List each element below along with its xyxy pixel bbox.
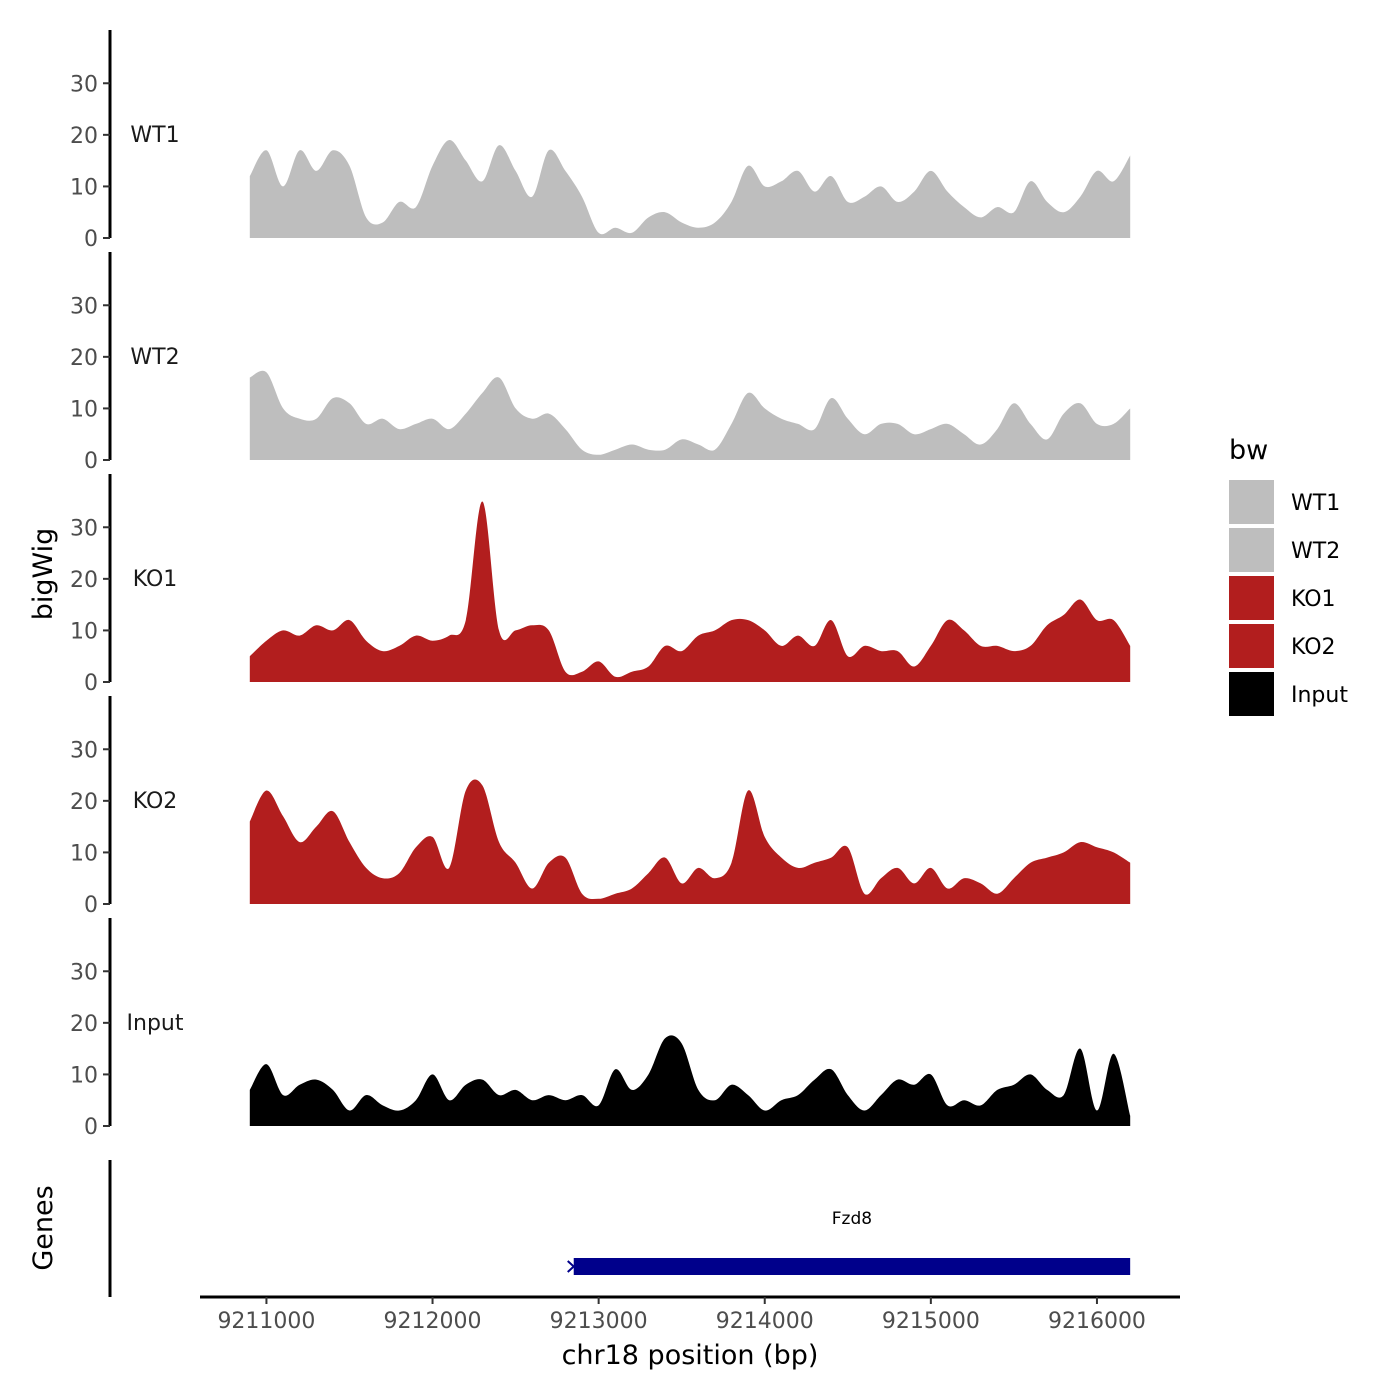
y-tick-label: 30 xyxy=(70,960,98,985)
y-tick-label: 20 xyxy=(70,124,98,149)
legend-swatch-input xyxy=(1229,672,1274,716)
y-tick-label: 30 xyxy=(70,516,98,541)
gene-label: Fzd8 xyxy=(832,1209,872,1229)
coverage-area-wt2 xyxy=(249,370,1131,460)
y-tick-label: 10 xyxy=(70,397,98,422)
y-tick-label: 30 xyxy=(70,738,98,763)
track-panel-wt1: 0 10 20 30 WT1 xyxy=(70,30,1131,252)
x-tick-label: 9211000 xyxy=(217,1309,315,1334)
y-tick-label: 10 xyxy=(70,175,98,200)
gene-body-fzd8 xyxy=(573,1258,1131,1275)
y-tick-label: 10 xyxy=(70,841,98,866)
legend-swatch-wt1 xyxy=(1229,480,1274,524)
y-tick-label: 0 xyxy=(84,893,98,918)
panel-label: KO1 xyxy=(133,567,178,592)
legend-swatch-ko2 xyxy=(1229,624,1274,668)
x-tick-label: 9212000 xyxy=(384,1309,482,1334)
tracks-layer: 0 10 20 30 WT1 0 10 20 30 WT2 0 10 20 30 KO1 0 10 20 30 KO2… xyxy=(70,30,1131,1140)
x-axis-title: chr18 position (bp) xyxy=(562,1340,819,1371)
y-tick-label: 10 xyxy=(70,619,98,644)
y-tick-label: 30 xyxy=(70,294,98,319)
x-tick-label: 9216000 xyxy=(1048,1309,1146,1334)
y-tick-label: 20 xyxy=(70,1012,98,1037)
gene-track: Fzd8 xyxy=(108,1160,1131,1297)
y-axis-title: bigWig xyxy=(28,528,59,621)
y-tick-label: 10 xyxy=(70,1063,98,1088)
gene-strand-arrow xyxy=(567,1260,576,1273)
track-panel-ko1: 0 10 20 30 KO1 xyxy=(70,474,1131,696)
legend-label-wt2: WT2 xyxy=(1291,539,1340,564)
y-tick-label: 0 xyxy=(84,227,98,252)
x-tick-label: 9213000 xyxy=(550,1309,648,1334)
x-axis: 9211000 9212000 9213000 9214000 9215000 92160… xyxy=(200,1295,1180,1334)
panel-label: WT2 xyxy=(130,345,179,370)
gene-track-title: Genes xyxy=(28,1185,59,1270)
coverage-area-input xyxy=(249,1035,1131,1126)
legend-label-input: Input xyxy=(1291,683,1348,708)
legend-label-ko1: KO1 xyxy=(1291,587,1336,612)
y-tick-label: 20 xyxy=(70,568,98,593)
y-tick-label: 0 xyxy=(84,671,98,696)
track-panel-wt2: 0 10 20 30 WT2 xyxy=(70,252,1131,474)
x-tick-label: 9214000 xyxy=(716,1309,814,1334)
track-panel-input: 0 10 20 30 Input xyxy=(70,918,1131,1140)
y-tick-label: 0 xyxy=(84,449,98,474)
legend-swatch-ko1 xyxy=(1229,576,1274,620)
y-tick-label: 30 xyxy=(70,72,98,97)
legend-title: bw xyxy=(1229,435,1268,466)
y-tick-label: 20 xyxy=(70,790,98,815)
legend: bw WT1 WT2 KO1 KO2 Input xyxy=(1229,435,1348,716)
legend-label-ko2: KO2 xyxy=(1291,635,1336,660)
coverage-area-ko1 xyxy=(249,501,1131,682)
x-tick-label: 9215000 xyxy=(882,1309,980,1334)
legend-swatch-wt2 xyxy=(1229,528,1274,572)
legend-label-wt1: WT1 xyxy=(1291,491,1340,516)
panel-label: KO2 xyxy=(133,789,178,814)
y-tick-label: 20 xyxy=(70,346,98,371)
coverage-area-wt1 xyxy=(249,139,1131,238)
panel-label: WT1 xyxy=(130,123,179,148)
coverage-area-ko2 xyxy=(249,779,1131,904)
y-tick-label: 0 xyxy=(84,1115,98,1140)
panel-label: Input xyxy=(127,1011,184,1036)
track-panel-ko2: 0 10 20 30 KO2 xyxy=(70,696,1131,918)
